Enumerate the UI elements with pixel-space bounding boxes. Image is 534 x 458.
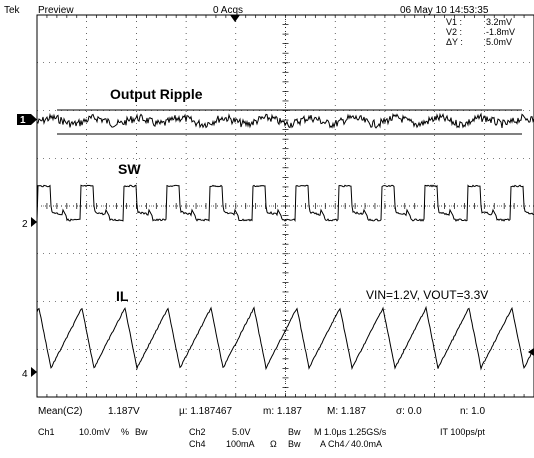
ch2-marker-label: 2 <box>22 219 28 230</box>
trigger-setting[interactable]: A Ch4 ⁄ 40.0mA <box>320 439 383 449</box>
measurement-name: Mean(C2) <box>38 406 83 417</box>
measurement-sigma: σ: 0.0 <box>396 406 422 417</box>
ch1-scale[interactable]: 10.0mV <box>79 427 111 437</box>
il-label: IL <box>116 288 129 304</box>
datetime: 06 May 10 14:53:35 <box>400 5 489 16</box>
cursor-delta-value: 5.0mV <box>486 37 513 47</box>
measurement-value: 1.187V <box>108 406 140 417</box>
brand-label: Tek <box>4 5 20 16</box>
ch4-scale[interactable]: 100mA <box>226 439 255 449</box>
sw-label: SW <box>118 161 141 177</box>
ch1-marker-label: 1 <box>20 115 26 126</box>
ch4-label[interactable]: Ch4 <box>189 439 206 449</box>
sw-trace <box>36 184 534 222</box>
ch4-ground-marker[interactable]: 4 <box>22 367 37 380</box>
cursor-delta-label: ΔY : <box>446 37 463 47</box>
measurement-min: m: 1.187 <box>263 406 302 417</box>
measurement-max: M: 1.187 <box>327 406 366 417</box>
ch4-bandwidth: Bw <box>288 439 301 449</box>
acquisition-count: 0 Acqs <box>213 5 244 16</box>
mode-label: Preview <box>38 5 74 16</box>
cursor-lines <box>57 109 522 135</box>
trigger-position-marker[interactable] <box>230 15 240 22</box>
cursor-v2-label: V2 : <box>446 27 463 37</box>
trigger-level-marker[interactable] <box>528 348 534 356</box>
ch2-scale[interactable]: 5.0V <box>232 427 251 437</box>
inductor-current-trace <box>36 305 534 371</box>
ch1-coupling: % <box>121 427 130 437</box>
output-ripple-label: Output Ripple <box>110 86 203 102</box>
cursor-v2-value: -1.8mV <box>486 27 516 37</box>
interpolation: IT 100ps/pt <box>440 427 485 437</box>
ch1-ground-marker[interactable]: 1 <box>17 114 37 126</box>
measurement-mean: µ: 1.187467 <box>179 406 233 417</box>
cursor-v1-label: V1 : <box>446 17 463 27</box>
ch1-bandwidth: Bw <box>135 427 148 437</box>
ch1-label[interactable]: Ch1 <box>38 427 55 437</box>
graticule <box>36 14 534 398</box>
ch2-ground-marker[interactable]: 2 <box>22 217 37 230</box>
ch4-marker-label: 4 <box>22 369 28 380</box>
ch2-label[interactable]: Ch2 <box>189 427 206 437</box>
ch4-termination: Ω <box>270 439 277 449</box>
cursor-v1-value: 3.2mV <box>486 17 513 27</box>
measurement-count: n: 1.0 <box>460 406 486 417</box>
output-ripple-trace <box>36 112 534 129</box>
ch2-bandwidth: Bw <box>288 427 301 437</box>
waveforms <box>36 112 534 371</box>
operating-conditions-annotation: VIN=1.2V, VOUT=3.3V <box>366 288 489 302</box>
timebase[interactable]: M 1.0µs 1.25GS/s <box>314 427 387 437</box>
